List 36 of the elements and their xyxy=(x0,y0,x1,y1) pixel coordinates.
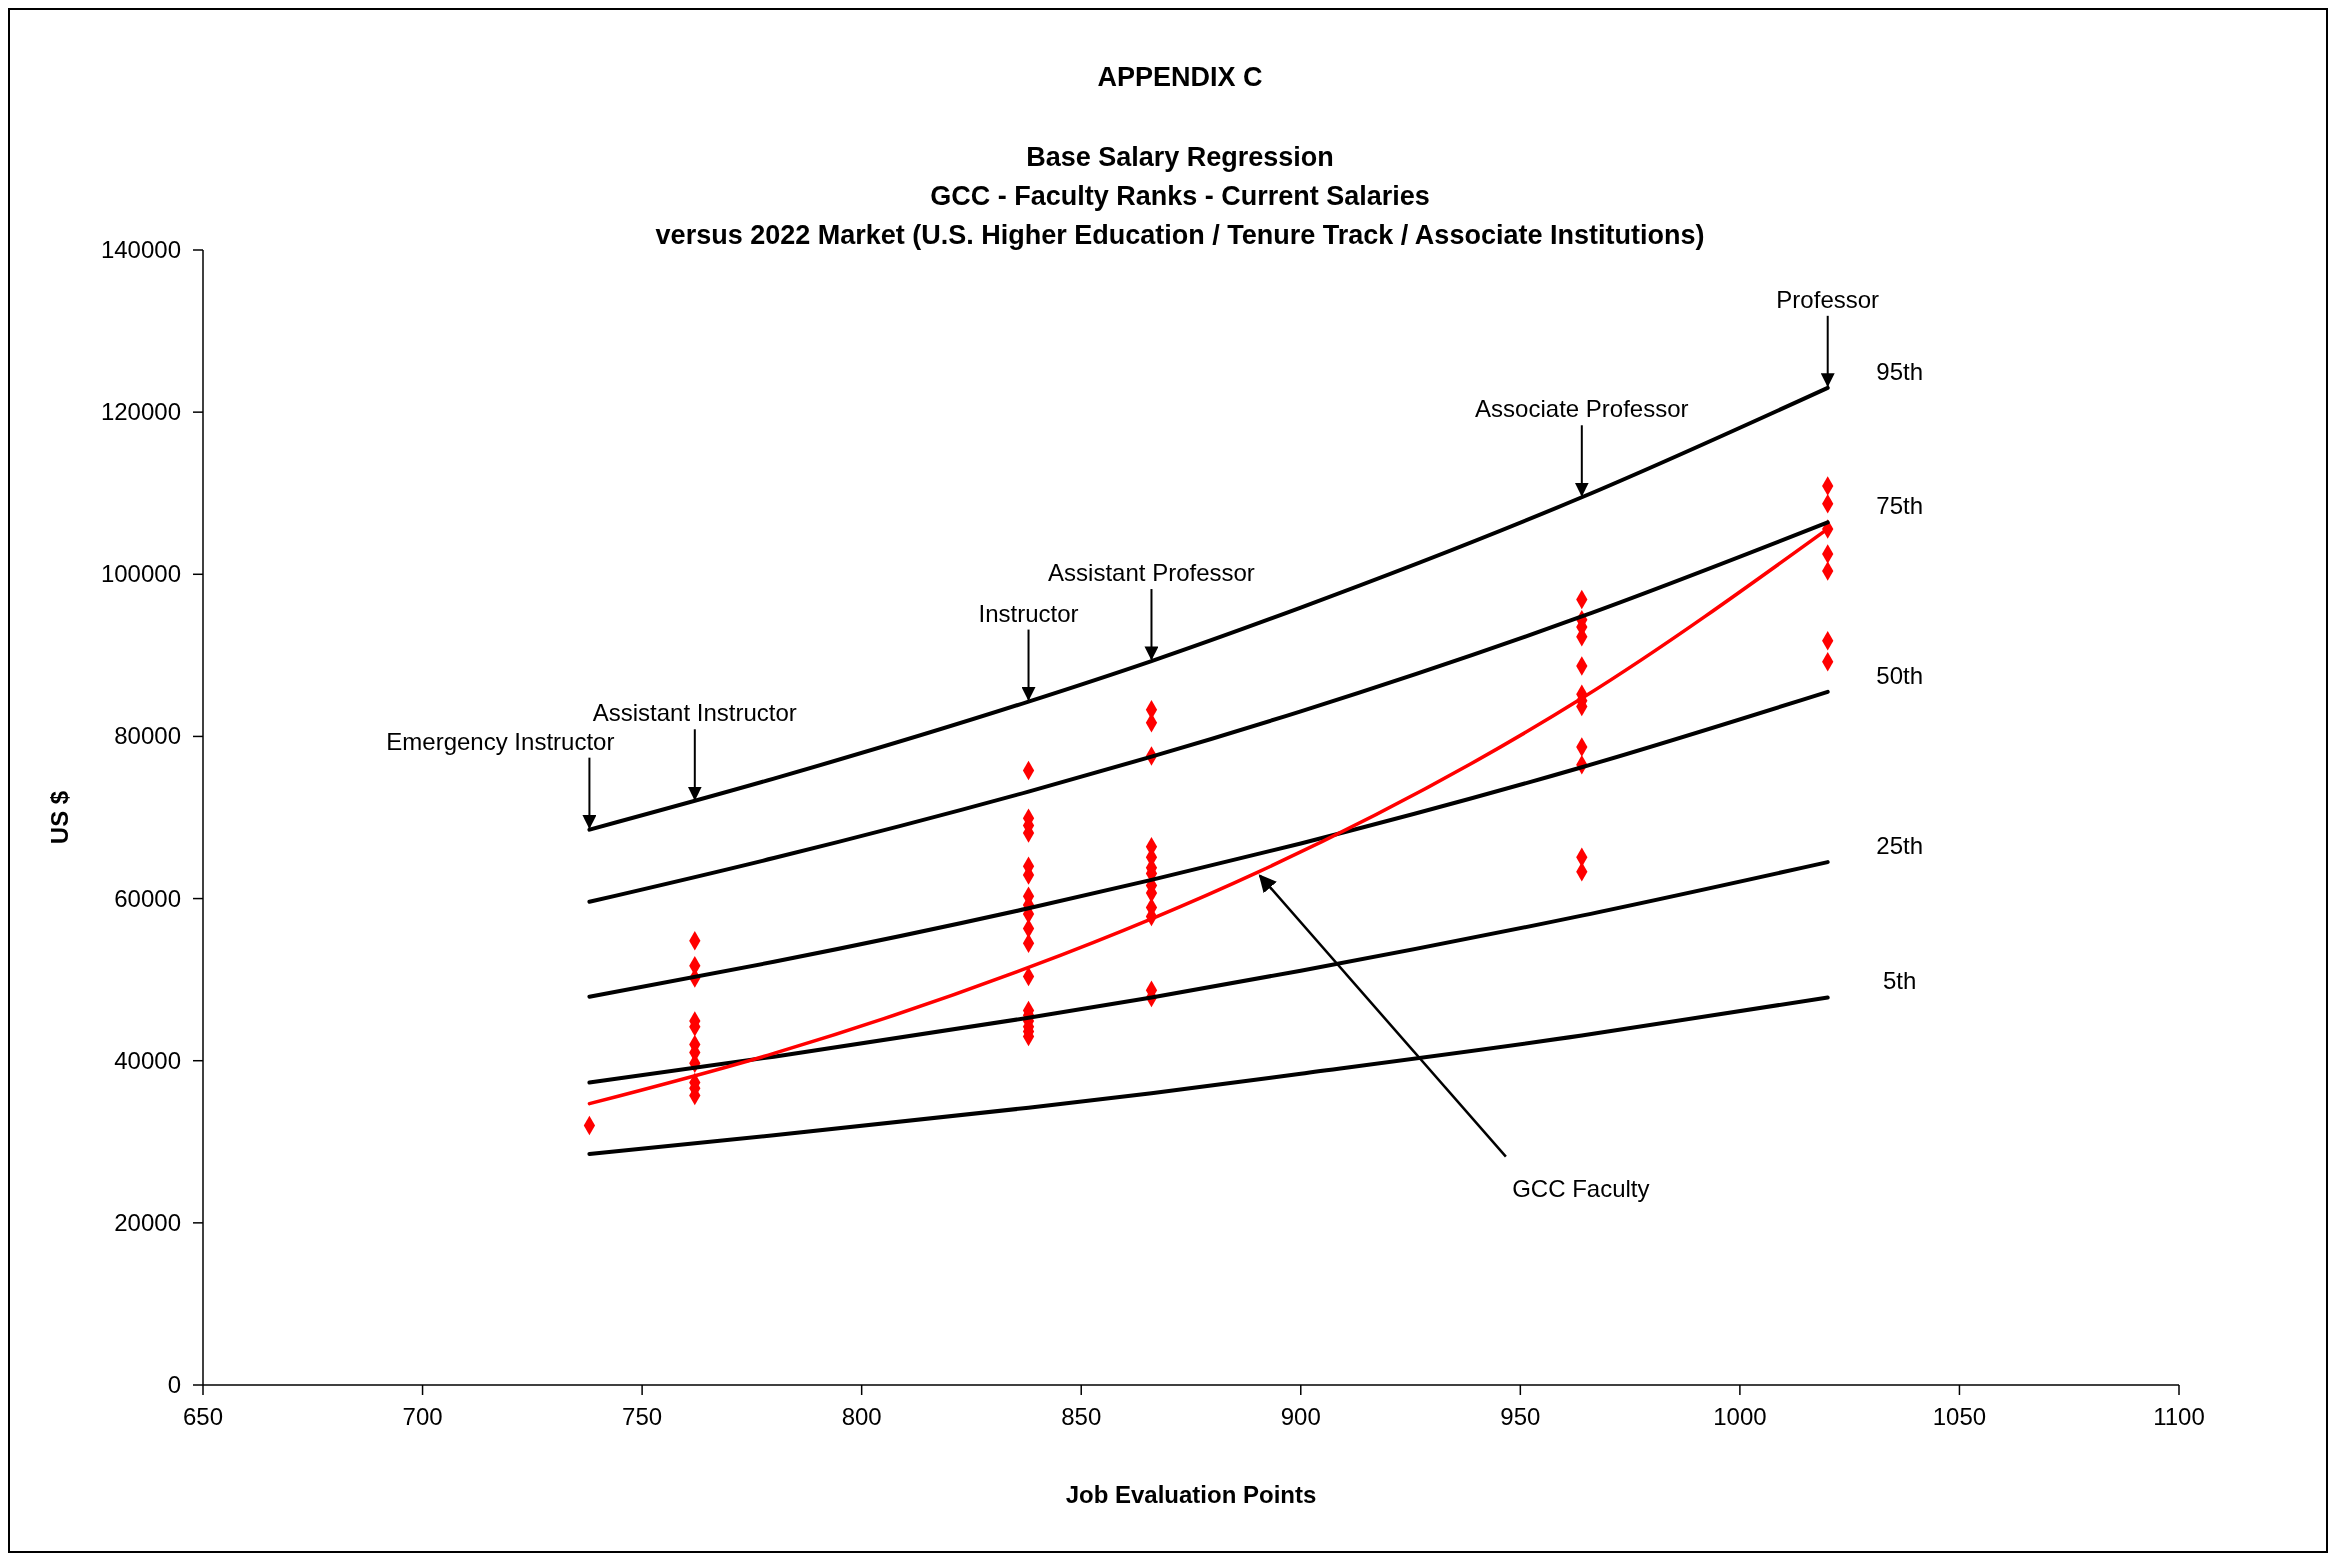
text: 50th xyxy=(1876,661,1924,689)
x-tick-label: 650 xyxy=(182,1403,224,1430)
annotation: Associate Professor xyxy=(1475,395,1689,423)
y-tick-label: 40000 xyxy=(114,1046,181,1074)
chart-subtitle: Base Salary Regression GCC - Faculty Ranks - Current Salaries versus 2022 Market (U.S. Higher Education / Tenure Track / Associate Institutions) xyxy=(655,142,1705,250)
y-tick-label: 140000 xyxy=(100,236,181,263)
chart-title: APPENDIX C xyxy=(1097,62,1263,92)
x-tick-label: 750 xyxy=(622,1403,663,1430)
y-tick-label: 120000 xyxy=(100,398,181,426)
annotation: Emergency Instructor xyxy=(386,727,615,755)
y-tick-label: 100000 xyxy=(100,560,181,588)
x-axis-title: Job Evaluation Points xyxy=(1065,1481,1317,1508)
y-tick-label: 80000 xyxy=(114,722,181,750)
x-tick-label: 700 xyxy=(402,1403,443,1430)
x-tick-label: 1100 xyxy=(2153,1403,2205,1430)
annotation: Assistant Instructor xyxy=(592,699,797,727)
x-tick-label: 800 xyxy=(841,1403,882,1430)
annotation: Professor xyxy=(1776,285,1880,313)
y-tick-label: 20000 xyxy=(114,1208,181,1236)
x-tick-label: 950 xyxy=(1500,1403,1541,1430)
y-tick-label: 0 xyxy=(167,1371,181,1398)
annotation: Instructor xyxy=(978,599,1079,627)
x-tick-label: 850 xyxy=(1061,1403,1102,1430)
annotation: Assistant Professor xyxy=(1048,559,1255,587)
y-axis-title: US $ xyxy=(46,790,73,845)
line-series xyxy=(587,860,1830,1085)
text: 25th xyxy=(1876,832,1924,860)
x-tick-label: 1000 xyxy=(1713,1403,1767,1430)
text: 75th xyxy=(1876,492,1924,520)
x-tick-label: 1050 xyxy=(1932,1403,1987,1430)
text: GCC Faculty xyxy=(1512,1174,1650,1202)
text: 95th xyxy=(1876,357,1924,385)
text: 5th xyxy=(1883,967,1917,995)
x-tick-label: 900 xyxy=(1280,1403,1321,1430)
line-series xyxy=(587,995,1830,1156)
y-tick-label: 60000 xyxy=(114,884,181,912)
